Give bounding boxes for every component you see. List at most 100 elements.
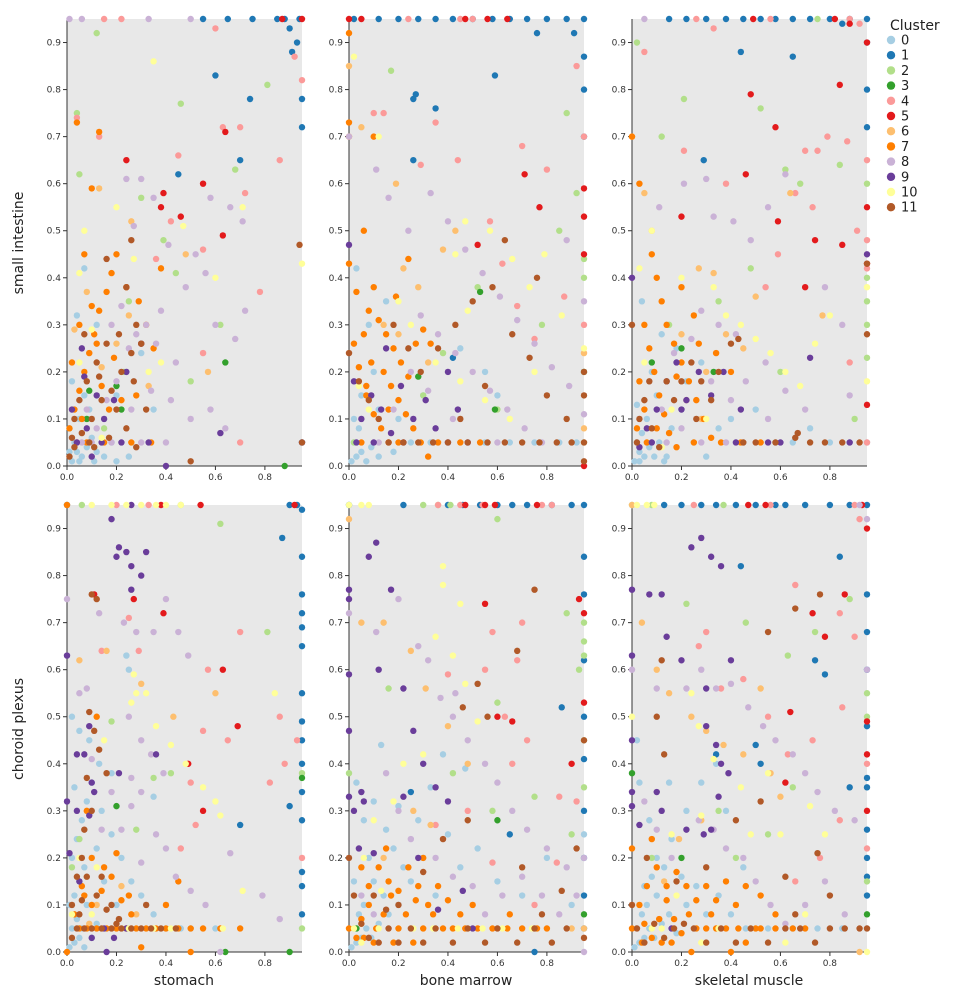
data-point-cluster-8 — [565, 382, 573, 390]
data-point-cluster-6 — [380, 321, 387, 329]
data-point-cluster-6 — [641, 189, 648, 197]
data-point-cluster-2 — [556, 227, 563, 234]
data-point-cluster-8 — [469, 882, 476, 890]
data-point-cluster-7 — [128, 439, 135, 446]
data-point-cluster-7 — [98, 382, 105, 390]
data-point-cluster-10 — [365, 501, 372, 509]
data-point-cluster-5 — [291, 501, 298, 509]
data-point-cluster-1 — [722, 15, 730, 23]
data-point-cluster-11 — [509, 331, 516, 338]
data-point-cluster-9 — [68, 406, 76, 413]
data-point-cluster-8 — [227, 204, 234, 211]
data-point-cluster-11 — [643, 854, 651, 862]
data-point-cluster-8 — [160, 770, 167, 777]
data-point-cluster-11 — [103, 340, 110, 347]
data-point-cluster-8 — [722, 439, 730, 446]
data-point-cluster-8 — [759, 722, 767, 730]
data-point-cluster-1 — [432, 105, 439, 112]
data-point-cluster-11 — [444, 439, 452, 446]
data-point-cluster-1 — [298, 817, 306, 824]
data-point-cluster-2 — [138, 194, 145, 201]
data-point-cluster-8 — [130, 222, 137, 230]
data-point-cluster-0 — [360, 817, 368, 824]
data-point-cluster-6 — [182, 251, 189, 258]
data-point-cluster-0 — [439, 751, 447, 758]
data-point-cluster-8 — [846, 392, 853, 399]
data-point-cluster-7 — [93, 340, 100, 347]
data-point-cluster-6 — [118, 882, 125, 890]
panel-background — [67, 505, 302, 952]
data-point-cluster-8 — [856, 501, 863, 509]
data-point-cluster-0 — [727, 415, 735, 423]
data-point-cluster-0 — [712, 760, 720, 767]
data-point-cluster-1 — [298, 95, 306, 103]
data-point-cluster-11 — [76, 396, 83, 404]
data-point-cluster-7 — [375, 316, 382, 324]
data-point-cluster-1 — [410, 156, 417, 164]
data-point-cluster-0 — [81, 265, 88, 272]
data-point-cluster-6 — [422, 685, 429, 692]
y-tick-label: 0.7 — [329, 133, 343, 143]
data-point-cluster-0 — [789, 439, 796, 446]
data-point-cluster-7 — [506, 911, 513, 918]
data-point-cluster-10 — [777, 831, 784, 838]
data-point-cluster-4 — [293, 737, 301, 744]
data-point-cluster-0 — [353, 265, 360, 272]
data-point-cluster-8 — [722, 845, 730, 852]
x-tick-label: 0.8 — [823, 473, 838, 483]
data-point-cluster-10 — [162, 501, 170, 509]
data-point-cluster-4 — [853, 227, 861, 234]
data-point-cluster-9 — [113, 553, 120, 560]
data-point-cluster-3 — [580, 911, 588, 918]
data-point-cluster-2 — [715, 298, 722, 305]
data-point-cluster-9 — [400, 793, 407, 800]
data-point-cluster-5 — [345, 15, 353, 23]
data-point-cluster-9 — [88, 779, 95, 786]
data-point-cluster-0 — [636, 458, 643, 465]
data-point-cluster-3 — [298, 774, 306, 782]
data-point-cluster-9 — [387, 429, 395, 437]
data-point-cluster-11 — [432, 925, 439, 932]
data-point-cluster-10 — [439, 562, 447, 570]
x-tick-label: 0.2 — [674, 959, 688, 969]
data-point-cluster-1 — [772, 15, 779, 23]
data-point-cluster-7 — [670, 915, 678, 923]
data-point-cluster-11 — [123, 425, 130, 432]
data-point-cluster-4 — [774, 251, 782, 258]
data-point-cluster-11 — [747, 925, 754, 932]
data-point-cluster-9 — [345, 671, 353, 678]
y-tick-label: 0.5 — [47, 227, 61, 237]
data-point-cluster-0 — [93, 845, 100, 852]
data-point-cluster-6 — [345, 515, 353, 523]
data-point-cluster-10 — [752, 335, 759, 343]
data-point-cluster-8 — [128, 406, 135, 413]
data-point-cluster-4 — [523, 737, 531, 744]
data-point-cluster-3 — [678, 345, 685, 352]
data-point-cluster-11 — [633, 439, 641, 446]
data-point-cluster-5 — [750, 15, 757, 23]
data-point-cluster-1 — [543, 15, 551, 23]
data-point-cluster-10 — [767, 349, 774, 357]
data-point-cluster-11 — [690, 925, 698, 932]
data-point-cluster-5 — [222, 128, 229, 136]
data-point-cluster-6 — [380, 619, 387, 626]
data-point-cluster-1 — [700, 156, 707, 164]
data-point-cluster-11 — [298, 439, 306, 446]
data-point-cluster-8 — [382, 770, 390, 777]
data-point-cluster-6 — [722, 331, 730, 338]
data-point-cluster-4 — [531, 335, 538, 343]
data-point-cluster-5 — [199, 180, 207, 187]
data-point-cluster-10 — [88, 326, 95, 333]
data-point-cluster-5 — [863, 718, 871, 725]
data-point-cluster-1 — [298, 737, 306, 744]
data-point-cluster-4 — [824, 133, 831, 140]
data-point-cluster-2 — [633, 39, 641, 46]
data-point-cluster-2 — [784, 652, 792, 659]
data-point-cluster-8 — [138, 788, 145, 796]
data-point-cluster-4 — [514, 302, 521, 310]
data-point-cluster-1 — [236, 156, 244, 164]
data-point-cluster-0 — [83, 798, 90, 805]
data-point-cluster-10 — [747, 831, 754, 838]
data-point-cluster-7 — [83, 807, 90, 815]
data-point-cluster-0 — [365, 321, 372, 329]
